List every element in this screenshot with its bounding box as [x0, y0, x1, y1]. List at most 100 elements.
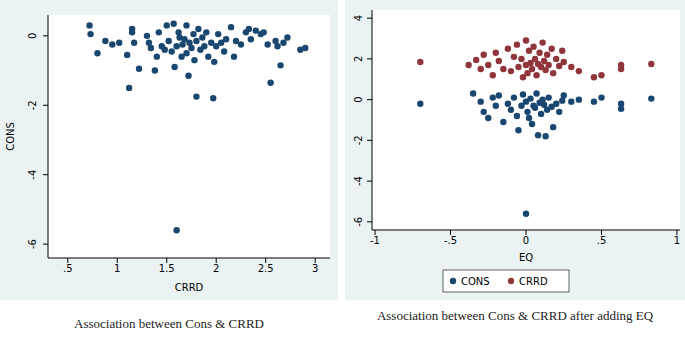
point [526, 115, 532, 121]
y-tick [367, 140, 372, 141]
point [261, 29, 267, 35]
point [532, 105, 538, 111]
point [514, 113, 520, 119]
point [277, 62, 283, 68]
point [568, 98, 574, 104]
caption: Association between Cons & CRRD [20, 316, 318, 332]
point [520, 91, 526, 97]
point [156, 29, 162, 35]
point [171, 64, 177, 70]
y-tick [367, 18, 372, 19]
point [481, 109, 487, 115]
point [545, 62, 551, 68]
point [545, 94, 551, 100]
point [166, 38, 172, 44]
point [618, 62, 624, 68]
point [148, 45, 154, 51]
x-axis-label: CRRD [175, 282, 204, 293]
point [144, 33, 150, 39]
point [561, 92, 567, 98]
point [173, 227, 179, 233]
point [529, 66, 535, 72]
x-tick-label: 0 [523, 235, 529, 246]
x-axis-line [48, 258, 330, 259]
point [183, 22, 189, 28]
y-tick [367, 99, 372, 100]
point [152, 67, 158, 73]
point [553, 56, 559, 62]
point [533, 72, 539, 78]
point [533, 90, 539, 96]
point [417, 101, 423, 107]
x-tick-label: -1 [370, 235, 380, 246]
point [493, 103, 499, 109]
y-tick [367, 181, 372, 182]
point [556, 109, 562, 115]
x-tick-label: 1 [114, 263, 120, 274]
point [173, 43, 179, 49]
y-tick [43, 35, 48, 36]
point [267, 79, 273, 85]
point [238, 41, 244, 47]
y-tick-label: 2 [353, 56, 364, 62]
point [648, 61, 654, 67]
point [568, 64, 574, 70]
point [102, 38, 108, 44]
point [190, 31, 196, 37]
chart: -1-.50.51-6-4-2024EQCONSCRRD [345, 0, 685, 300]
point [576, 68, 582, 74]
point [215, 31, 221, 37]
point [515, 64, 521, 70]
point [591, 74, 597, 80]
point [136, 66, 142, 72]
point [131, 40, 137, 46]
x-tick-label: 2.5 [258, 263, 274, 274]
y-tick-label: -4 [27, 170, 38, 180]
point [500, 119, 506, 125]
point [231, 53, 237, 59]
x-tick-label: 1 [674, 235, 680, 246]
point [523, 37, 529, 43]
y-tick-label: 0 [27, 33, 38, 39]
y-tick-label: -2 [353, 135, 364, 145]
point [618, 106, 624, 112]
point [508, 107, 514, 113]
point [116, 40, 122, 46]
y-tick [43, 244, 48, 245]
point [478, 98, 484, 104]
x-tick-label: .5 [63, 263, 73, 274]
point [211, 59, 217, 65]
point [527, 95, 533, 101]
point [524, 109, 530, 115]
y-tick-label: -6 [27, 239, 38, 249]
point [205, 53, 211, 59]
point [514, 41, 520, 47]
chart: .511.522.53-6-4-20CRRDCONS [0, 0, 338, 300]
x-tick-label: -.5 [444, 235, 457, 246]
point [548, 46, 554, 52]
legend-label: CONS [461, 276, 490, 287]
point [508, 68, 514, 74]
point [481, 52, 487, 58]
point [496, 58, 502, 64]
point [500, 66, 506, 72]
point [221, 48, 227, 54]
point [529, 121, 535, 127]
point [228, 24, 234, 30]
point [493, 50, 499, 56]
y-tick-label: 4 [353, 15, 364, 21]
point [193, 38, 199, 44]
point [302, 45, 308, 51]
point [274, 43, 280, 49]
point [164, 22, 170, 28]
point [183, 50, 189, 56]
point [417, 59, 423, 65]
point [553, 101, 559, 107]
y-tick [43, 105, 48, 106]
point [154, 53, 160, 59]
point [559, 48, 565, 54]
point [201, 43, 207, 49]
point [87, 31, 93, 37]
legend: CONSCRRD [443, 270, 569, 292]
y-tick [367, 58, 372, 59]
